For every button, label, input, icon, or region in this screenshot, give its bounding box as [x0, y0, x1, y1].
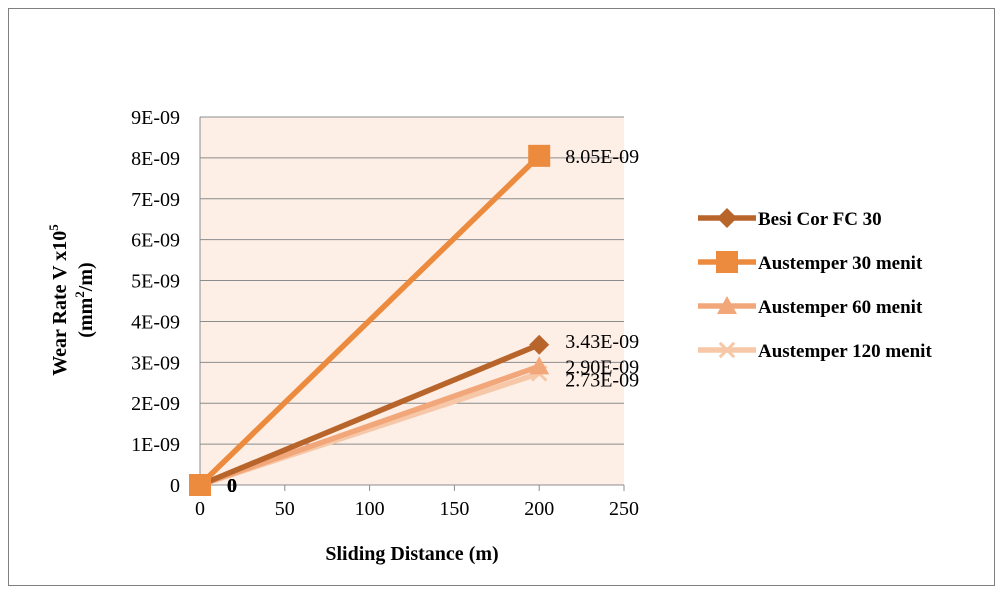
data-point-marker	[189, 474, 211, 496]
y-axis-title-line2-pre: (mm	[75, 297, 97, 337]
data-label: 3.43E-09	[565, 331, 639, 353]
y-axis-title-line1: Wear Rate V x10	[49, 231, 71, 376]
legend-item: Austemper 30 menit	[698, 251, 923, 274]
data-label: 0	[227, 475, 237, 497]
x-tick-label: 100	[355, 498, 385, 520]
data-point-marker	[528, 144, 551, 167]
legend-marker	[717, 296, 737, 314]
data-label: 0	[227, 475, 237, 497]
x-tick-label: 0	[195, 498, 205, 520]
y-tick-label: 9E-09	[131, 107, 180, 129]
y-tick-label: 0	[170, 475, 180, 497]
y-tick-label: 2E-09	[131, 393, 180, 415]
data-point-marker	[529, 334, 550, 355]
y-tick-label: 1E-09	[131, 434, 180, 456]
legend-label: Austemper 60 menit	[758, 297, 923, 318]
y-tick-label: 8E-09	[131, 148, 180, 170]
legend-label: Austemper 120 menit	[758, 341, 932, 362]
x-tick-label: 200	[524, 498, 554, 520]
series-lines	[189, 144, 551, 496]
x-tick-label: 50	[275, 498, 295, 520]
gridlines	[200, 116, 624, 445]
y-tick-label: 6E-09	[131, 230, 180, 252]
data-label: 8.05E-09	[565, 146, 639, 168]
y-axis-title: Wear Rate V x105 (mm2/m)	[46, 224, 97, 376]
y-tick-label: 7E-09	[131, 189, 180, 211]
x-tick-labels: 0 50 100 150 200 250	[195, 498, 639, 520]
y-axis-title-line2-sup: 2	[72, 291, 87, 298]
y-tick-label: 4E-09	[131, 311, 180, 333]
axes	[199, 117, 625, 491]
x-tick-label: 250	[609, 498, 639, 520]
y-tick-label: 3E-09	[131, 352, 180, 374]
data-label: 0	[227, 475, 237, 497]
legend-marker	[718, 341, 736, 359]
plot-area	[200, 117, 624, 485]
svg-text:(mm2/m): (mm2/m)	[72, 262, 97, 337]
data-label: 2.90E-09	[565, 356, 639, 378]
series-line	[198, 342, 541, 488]
x-axis-title: Sliding Distance (m)	[325, 543, 498, 565]
y-tick-label: 5E-09	[131, 271, 180, 293]
legend-item: Austemper 120 menit	[698, 341, 932, 362]
legend-item: Besi Cor FC 30	[698, 208, 882, 230]
data-point-marker	[529, 356, 550, 375]
legend: Besi Cor FC 30 Austemper 30 menit Austempe…	[698, 208, 932, 362]
series-line	[198, 153, 542, 487]
y-axis-title-sup: 5	[46, 224, 61, 231]
x-tick-label: 150	[439, 498, 469, 520]
data-label: 0	[227, 475, 237, 497]
y-tick-labels: 0 1E-09 2E-09 3E-09 4E-09 5E-09 6E-09 7E-09 8E-0…	[131, 107, 180, 497]
legend-marker	[717, 208, 737, 228]
y-axis-title-line2-post: /m)	[75, 262, 97, 292]
legend-label: Besi Cor FC 30	[758, 209, 882, 230]
legend-item: Austemper 60 menit	[698, 296, 923, 318]
legend-label: Austemper 30 menit	[758, 253, 923, 274]
svg-text:Wear Rate V x105: Wear Rate V x105	[46, 224, 71, 376]
legend-marker	[716, 251, 738, 273]
series-line	[199, 363, 541, 488]
data-label: 2.73E-09	[565, 369, 639, 391]
